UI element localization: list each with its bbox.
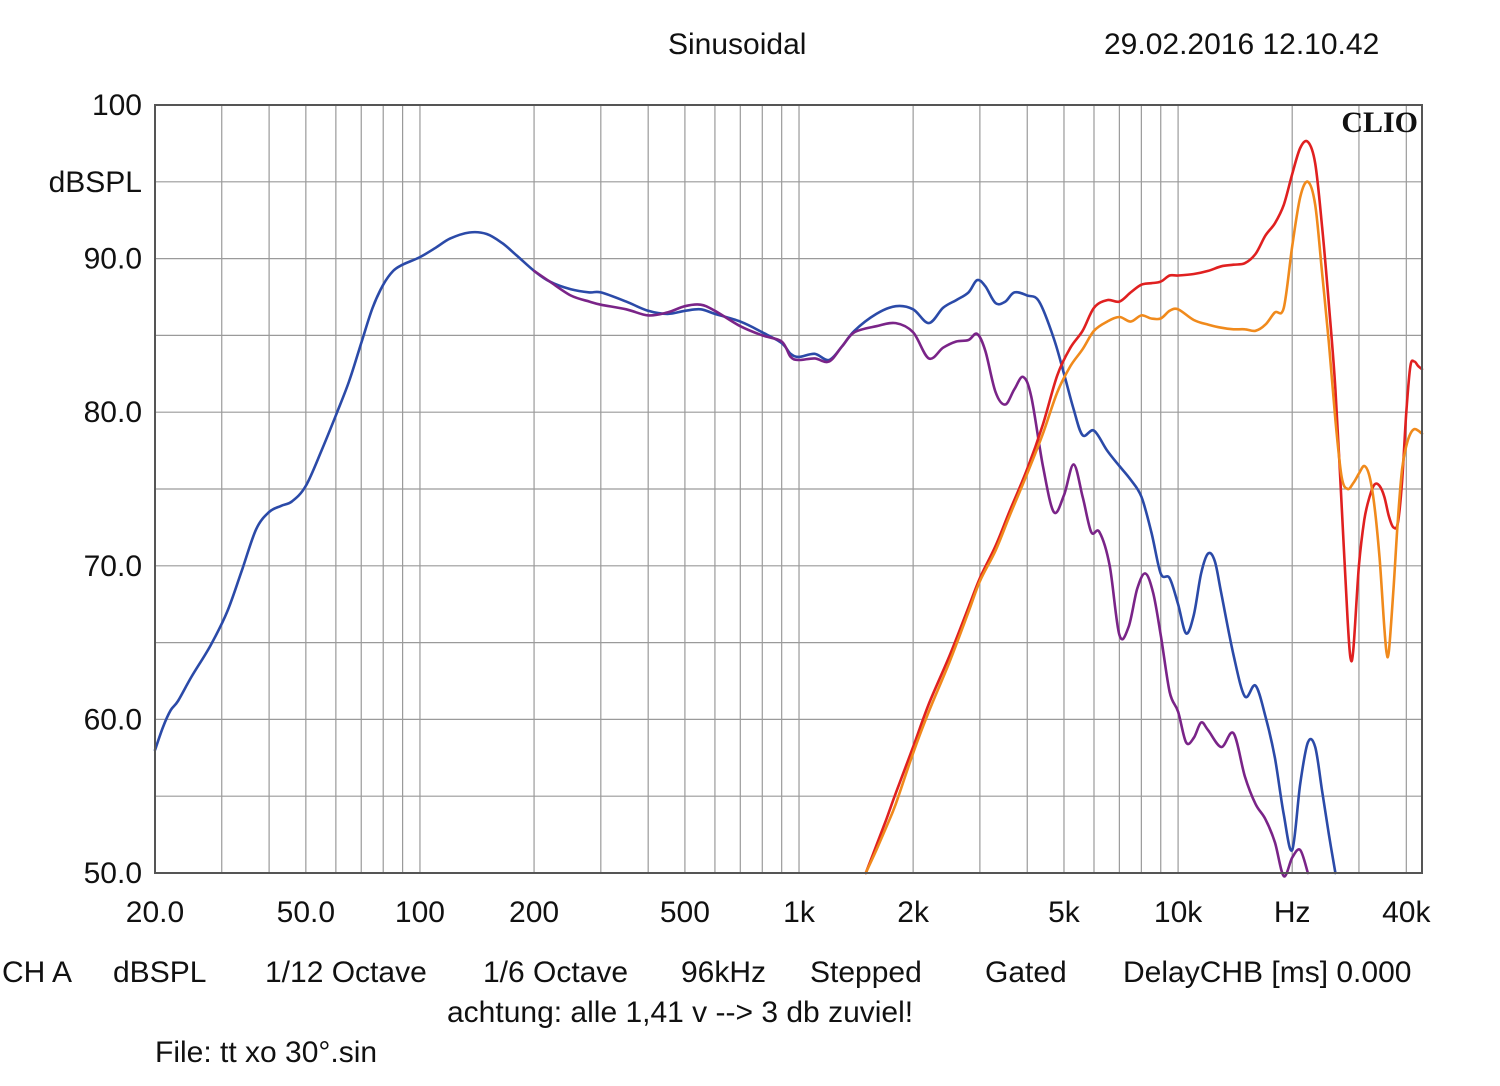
y-tick-label: 90.0 — [84, 243, 142, 276]
x-tick-label: 200 — [509, 896, 559, 929]
footer-sample-rate: 96kHz — [681, 956, 767, 989]
y-tick-label: 70.0 — [84, 550, 142, 583]
footer-sweep: Stepped — [810, 956, 922, 989]
footer-delay: DelayCHB [ms] 0.000 — [1123, 956, 1412, 989]
ticks-layer: 100 90.0 80.0 70.0 60.0 50.0 20.0 50.0 100 200 500… — [84, 89, 1432, 929]
x-tick-label: 1k — [783, 896, 816, 929]
footer-smoothing: 1/6 Octave — [483, 956, 629, 989]
y-tick-label: 60.0 — [84, 703, 142, 736]
x-tick-label: Hz — [1274, 896, 1311, 929]
footer-unit: dBSPL — [113, 956, 207, 989]
footer-note: achtung: alle 1,41 v --> 3 db zuviel! — [447, 996, 914, 1029]
brand-logo: CLIO — [1341, 106, 1418, 139]
series-line-tweeter-30deg — [864, 180, 1424, 875]
x-tick-label: 5k — [1048, 896, 1081, 929]
x-tick-label: 100 — [395, 896, 445, 929]
footer-resolution: 1/12 Octave — [265, 956, 427, 989]
y-axis-unit-label: dBSPL — [49, 166, 142, 199]
y-tick-label: 50.0 — [84, 857, 142, 890]
x-tick-label: 10k — [1154, 896, 1203, 929]
x-tick-label: 500 — [660, 896, 710, 929]
x-tick-label: 50.0 — [277, 896, 335, 929]
series-layer — [153, 139, 1424, 878]
series-line-woofer-30deg — [532, 269, 1310, 878]
timestamp: 29.02.2016 12.10.42 — [1104, 28, 1380, 61]
plot-frame — [154, 104, 1423, 874]
footer-file: File: tt xo 30°.sin — [155, 1036, 378, 1069]
footer-channel: CH A — [2, 956, 73, 989]
chart-title: Sinusoidal — [668, 28, 807, 61]
x-tick-label: 20.0 — [126, 896, 184, 929]
y-tick-label: 100 — [92, 89, 142, 122]
series-line-tweeter-on-axis — [864, 139, 1424, 875]
x-tick-label: 2k — [897, 896, 930, 929]
plot-grid — [155, 105, 1422, 873]
x-tick-label: 40k — [1382, 896, 1431, 929]
y-tick-label: 80.0 — [84, 396, 142, 429]
footer-window: Gated — [985, 956, 1067, 989]
